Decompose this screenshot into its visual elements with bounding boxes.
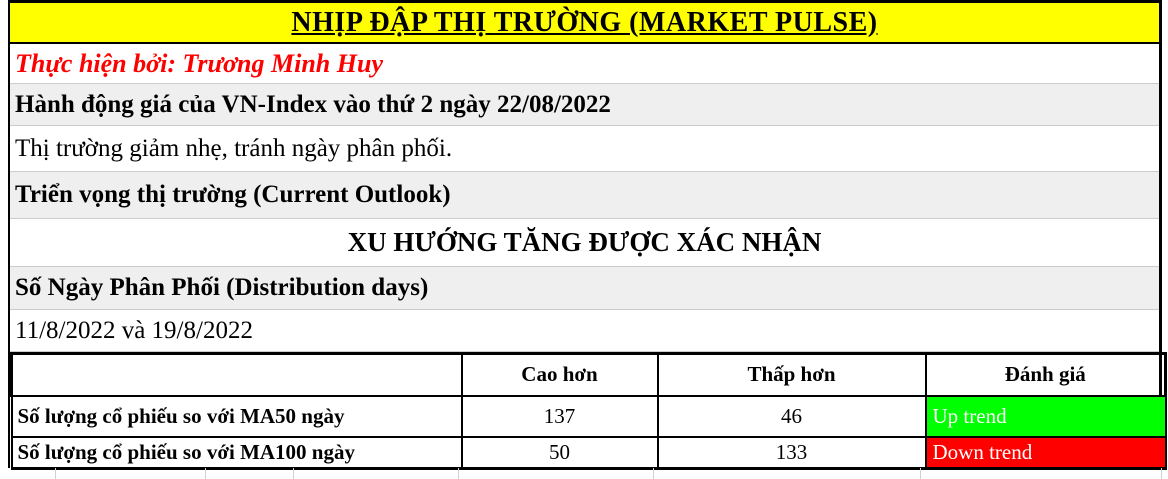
ma50-lower-cell[interactable]: 46 [656,394,927,438]
ma100-lower-cell[interactable]: 133 [656,435,927,470]
header-rating-cell[interactable]: Đánh giá [924,352,1167,397]
table-row-ma100: Số lượng cổ phiếu so với MA100 ngày 50 1… [10,435,1167,470]
price-action-heading-row[interactable]: Hành động giá của VN-Index vào thứ 2 ngà… [10,84,1159,126]
author-row[interactable]: Thực hiện bởi: Trương Minh Huy [10,44,1159,84]
outlook-heading-row[interactable]: Triển vọng thị trường (Current Outlook) [10,172,1159,219]
header-higher-cell[interactable]: Cao hơn [460,352,659,397]
table-row-ma50: Số lượng cổ phiếu so với MA50 ngày 137 4… [10,394,1167,438]
outlook-status: XU HƯỚNG TĂNG ĐƯỢC XÁC NHẬN [347,227,822,257]
gridline-stub [653,468,654,479]
outlook-status-row[interactable]: XU HƯỚNG TĂNG ĐƯỢC XÁC NHẬN [10,219,1159,267]
gridline-stub [55,468,56,479]
ma100-metric-cell[interactable]: Số lượng cổ phiếu so với MA100 ngày [10,435,463,470]
ma100-rating-cell[interactable]: Down trend [924,435,1167,470]
ma100-higher-cell[interactable]: 50 [460,435,659,470]
ma50-higher-cell[interactable]: 137 [460,394,659,438]
price-action-note: Thị trường giảm nhẹ, tránh ngày phân phố… [15,134,453,162]
price-action-note-row[interactable]: Thị trường giảm nhẹ, tránh ngày phân phố… [10,126,1159,172]
gridline-stub [1161,468,1162,479]
distribution-heading: Số Ngày Phân Phối (Distribution days) [15,274,429,301]
outlook-heading: Triển vọng thị trường (Current Outlook) [15,181,451,208]
page-title: NHỊP ĐẬP THỊ TRƯỜNG (MARKET PULSE) [291,6,878,38]
gridline-stub [293,468,294,479]
distribution-dates: 11/8/2022 và 19/8/2022 [15,316,253,344]
author-text: Thực hiện bởi: Trương Minh Huy [15,48,383,78]
ma50-rating-cell[interactable]: Up trend [924,394,1167,438]
breadth-header-row: Cao hơn Thấp hơn Đánh giá [10,352,1167,397]
gridline-stub [458,468,459,479]
distribution-heading-row[interactable]: Số Ngày Phân Phối (Distribution days) [10,267,1159,310]
header-lower-cell[interactable]: Thấp hơn [656,352,927,397]
gridline-stub [920,468,921,479]
market-pulse-sheet: NHỊP ĐẬP THỊ TRƯỜNG (MARKET PULSE) Thực … [8,0,1167,470]
price-action-heading: Hành động giá của VN-Index vào thứ 2 ngà… [15,90,611,118]
title-bar[interactable]: NHỊP ĐẬP THỊ TRƯỜNG (MARKET PULSE) [10,0,1159,44]
breadth-table: Cao hơn Thấp hơn Đánh giá Số lượng cổ ph… [10,352,1167,470]
gridline-stub [205,468,206,479]
distribution-dates-row[interactable]: 11/8/2022 và 19/8/2022 [10,310,1159,352]
ma50-metric-cell[interactable]: Số lượng cổ phiếu so với MA50 ngày [10,394,463,438]
header-metric-cell[interactable] [10,352,463,397]
